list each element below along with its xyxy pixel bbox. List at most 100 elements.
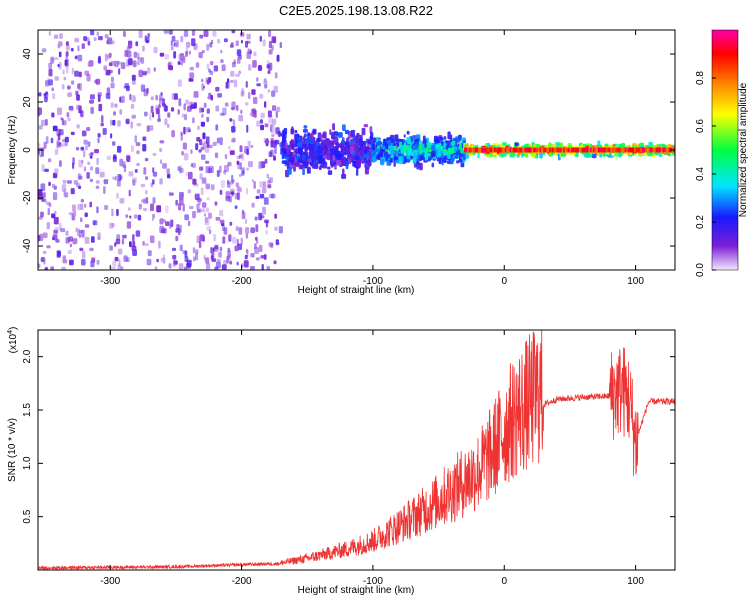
- spectrogram-cell: [173, 93, 178, 100]
- spectrogram-cell: [224, 154, 228, 160]
- spectrogram-cell: [132, 179, 136, 186]
- spectrogram-cell: [309, 133, 314, 139]
- spectrogram-cell: [144, 111, 148, 117]
- spectrogram-carrier-cell: [662, 147, 665, 153]
- spectrogram-cell: [256, 83, 261, 87]
- spectrogram-cell: [73, 180, 79, 185]
- spectrogram-cell: [327, 166, 331, 170]
- spectrogram-cell: [180, 35, 184, 43]
- spectrogram-cell: [304, 148, 307, 153]
- spectrogram-cell: [234, 245, 239, 252]
- spectrogram-carrier-cell: [664, 147, 667, 153]
- spectrogram-cell: [206, 108, 210, 114]
- spectrogram-cell: [446, 160, 451, 164]
- spectrogram-cell: [205, 183, 210, 190]
- spectrogram-cell: [246, 148, 250, 156]
- spectrogram-cell: [364, 166, 369, 175]
- spectrogram-cell: [268, 49, 273, 55]
- x-tick-label: -200: [232, 576, 252, 587]
- spectrogram-cell: [176, 224, 180, 229]
- spectrogram-cell: [162, 163, 167, 169]
- spectrogram-cell: [333, 137, 339, 144]
- spectrogram-cell: [65, 230, 69, 236]
- spectrogram-cell: [361, 127, 366, 136]
- spectrogram-cell: [128, 207, 131, 211]
- spectrogram-cell: [250, 144, 254, 149]
- spectrogram-cell: [214, 201, 218, 206]
- spectrogram-cell: [332, 123, 335, 131]
- spectrogram-cell: [203, 30, 209, 37]
- spectrogram-cell: [398, 156, 404, 165]
- spectrogram-carrier-cell: [500, 147, 503, 153]
- spectrogram-cell: [126, 85, 130, 92]
- spectrogram-cell: [240, 237, 244, 245]
- spectrogram-cell: [414, 150, 418, 156]
- spectrogram-cell: [219, 112, 225, 116]
- spectrogram-carrier-cell: [577, 147, 580, 153]
- spectrogram-cell: [89, 155, 93, 159]
- spectrogram-cell: [195, 143, 199, 151]
- spectrogram-cell: [89, 99, 94, 104]
- spectrogram-carrier-cell: [607, 147, 610, 153]
- spectrogram-cell: [188, 50, 191, 55]
- spectrogram-cell: [124, 50, 129, 57]
- spectrogram-cell: [462, 140, 466, 144]
- spectrogram-cell: [195, 62, 200, 68]
- spectrogram-cell: [64, 58, 70, 67]
- spectrogram-cell: [164, 53, 170, 60]
- spectrogram-cell: [252, 60, 257, 68]
- spectrogram-cell: [262, 206, 266, 215]
- spectrogram-cell: [209, 165, 214, 173]
- spectrogram-cell: [195, 252, 199, 261]
- spectrogram-cell: [113, 111, 116, 116]
- spectrogram-cell: [203, 102, 207, 108]
- spectrogram-cell: [417, 148, 420, 156]
- spectrogram-carrier-cell: [632, 147, 635, 153]
- spectrogram-cell: [136, 123, 142, 127]
- spectrogram-cell: [212, 31, 217, 37]
- spectrogram-cell: [259, 119, 264, 124]
- spectrogram-cell: [227, 146, 231, 150]
- spectrogram-cell: [59, 160, 62, 167]
- spectrogram-carrier-cell: [646, 147, 650, 153]
- spectrogram-cell: [67, 117, 71, 122]
- spectrogram-cell: [41, 197, 45, 202]
- spectrogram-cell: [118, 248, 123, 255]
- spectrogram-cell: [112, 155, 117, 163]
- spectrogram-cell: [96, 206, 99, 214]
- spectrogram-cell: [367, 139, 372, 144]
- spectrogram-cell: [335, 133, 338, 139]
- spectrogram-carrier-cell: [634, 147, 637, 153]
- spectrogram-cell: [272, 105, 277, 111]
- spectrogram-cell: [214, 244, 219, 250]
- colorbar: [711, 29, 739, 271]
- spectrogram-carrier-cell: [481, 147, 484, 153]
- spectrogram-cell: [178, 263, 184, 270]
- spectrogram-cell: [205, 257, 210, 264]
- spectrogram-cell: [175, 199, 178, 206]
- spectrogram-cell: [331, 154, 335, 162]
- spectrogram-cell: [61, 118, 65, 126]
- spectrogram-cell: [133, 51, 138, 58]
- spectrogram-cell: [158, 104, 161, 109]
- spectrogram-cell: [210, 39, 214, 45]
- spectrogram-cell: [183, 103, 186, 111]
- spectrogram-cell: [47, 208, 50, 216]
- spectrogram-carrier-cell: [479, 147, 482, 153]
- spectrogram-cell: [62, 69, 65, 75]
- spectrogram-cell: [186, 259, 192, 267]
- spectrogram-cell: [130, 121, 133, 129]
- spectrogram-cell: [133, 60, 137, 68]
- spectrogram-cell: [137, 61, 140, 66]
- spectrogram-cell: [50, 55, 54, 63]
- spectrogram-cell: [539, 153, 543, 159]
- spectrogram-cell: [199, 166, 204, 171]
- spectrogram-carrier-cell: [651, 147, 654, 153]
- spectrogram-cell: [285, 161, 289, 165]
- spectrogram-cell: [68, 236, 73, 242]
- spectrogram-cell: [187, 189, 192, 194]
- spectrogram-cell: [233, 79, 238, 88]
- spectrogram-cell: [262, 39, 266, 47]
- spectrogram-cell: [306, 166, 311, 174]
